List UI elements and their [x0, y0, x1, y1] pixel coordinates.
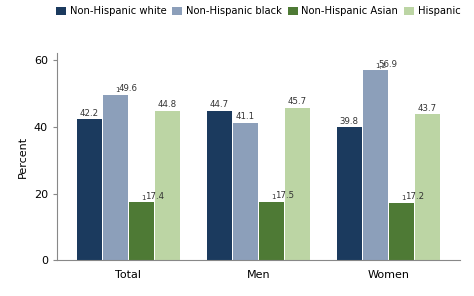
Bar — [285, 108, 310, 260]
Text: 1: 1 — [401, 195, 406, 201]
Text: 1,2: 1,2 — [375, 63, 386, 69]
Text: 44.7: 44.7 — [210, 100, 229, 110]
Bar — [155, 111, 180, 260]
Bar — [233, 123, 258, 260]
Text: 17.2: 17.2 — [404, 192, 424, 201]
Text: 56.9: 56.9 — [379, 60, 398, 69]
Text: 1: 1 — [115, 87, 120, 93]
Text: 17.4: 17.4 — [145, 192, 164, 201]
Text: 39.8: 39.8 — [340, 117, 359, 126]
Bar — [337, 128, 362, 260]
Text: 44.8: 44.8 — [158, 100, 177, 109]
Bar — [103, 95, 128, 260]
Bar — [415, 115, 439, 260]
Text: 41.1: 41.1 — [236, 112, 255, 121]
Text: 1: 1 — [141, 195, 146, 201]
Text: 42.2: 42.2 — [80, 109, 99, 118]
Legend: Non-Hispanic white, Non-Hispanic black, Non-Hispanic Asian, Hispanic: Non-Hispanic white, Non-Hispanic black, … — [56, 7, 460, 17]
Bar — [389, 203, 414, 260]
Text: 43.7: 43.7 — [418, 104, 437, 113]
Y-axis label: Percent: Percent — [18, 136, 28, 178]
Text: 17.5: 17.5 — [274, 191, 294, 200]
Text: 1: 1 — [271, 194, 276, 200]
Bar — [129, 202, 154, 260]
Bar — [259, 202, 283, 260]
Bar — [77, 120, 102, 260]
Bar — [207, 111, 232, 260]
Bar — [363, 70, 388, 260]
Text: 45.7: 45.7 — [288, 97, 307, 106]
Text: 49.6: 49.6 — [118, 84, 137, 93]
